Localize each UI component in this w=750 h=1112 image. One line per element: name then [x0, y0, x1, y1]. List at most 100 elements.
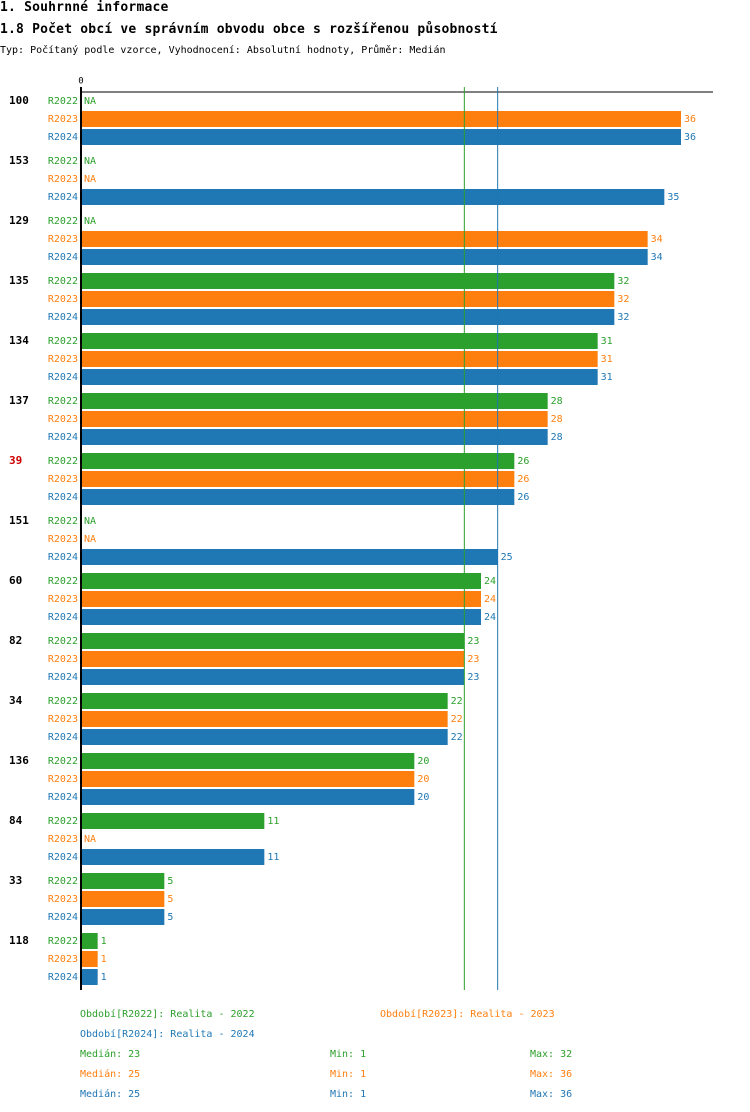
stat-r2023-median: Medián: 25: [80, 1069, 141, 1080]
category-label: 129: [9, 214, 29, 227]
chart-title: 1.8 Počet obcí ve správním obvodu obce s…: [0, 22, 498, 37]
bar-value-label: 1: [101, 936, 107, 947]
series-label: R2022: [48, 96, 78, 107]
legend-r2023: Období[R2023]: Realita - 2023: [380, 1009, 555, 1020]
category-label: 118: [9, 934, 29, 947]
category-label: 34: [9, 694, 23, 707]
category-label: 60: [9, 574, 22, 587]
series-label: R2022: [48, 936, 78, 947]
bar-chart: 0 100 R2022 NA R2023 36 R2024 36 153 R2022 NA R2023…: [9, 77, 713, 990]
series-label: R2023: [48, 354, 78, 365]
bar-value-label: 28: [551, 414, 563, 425]
category-label: 135: [9, 274, 29, 287]
bar: [81, 669, 465, 685]
bar: [81, 369, 598, 385]
series-label: R2023: [48, 954, 78, 965]
bar: [81, 771, 415, 787]
bar-value-label: 26: [517, 474, 529, 485]
bar-value-label: 5: [167, 894, 173, 905]
category-label: 151: [9, 514, 29, 527]
bar-value-label: 25: [501, 552, 513, 563]
bar: [81, 609, 481, 625]
stat-r2023-min: Min: 1: [330, 1069, 367, 1080]
series-label: R2023: [48, 294, 78, 305]
bar-value-label: 23: [467, 636, 479, 647]
na-label: NA: [84, 834, 96, 845]
bar: [81, 333, 598, 349]
series-label: R2022: [48, 396, 78, 407]
bar: [81, 411, 548, 427]
na-label: NA: [84, 534, 96, 545]
bar-value-label: 20: [417, 756, 429, 767]
bar-value-label: 36: [684, 114, 696, 125]
category-label: 39: [9, 454, 22, 467]
series-label: R2024: [48, 912, 78, 923]
bar: [81, 549, 498, 565]
series-label: R2024: [48, 492, 78, 503]
series-label: R2023: [48, 174, 78, 185]
legend-r2024: Období[R2024]: Realita - 2024: [80, 1029, 255, 1040]
axis-zero-label: 0: [78, 77, 83, 87]
series-label: R2022: [48, 756, 78, 767]
bar: [81, 273, 615, 289]
series-label: R2022: [48, 816, 78, 827]
series-label: R2022: [48, 336, 78, 347]
bar: [81, 849, 265, 865]
section-title: 1. Souhrnné informace: [0, 0, 169, 15]
bar-value-label: 24: [484, 612, 496, 623]
bar: [81, 573, 481, 589]
stat-r2022-max: Max: 32: [530, 1049, 573, 1060]
series-label: R2022: [48, 516, 78, 527]
series-label: R2024: [48, 672, 78, 683]
series-label: R2023: [48, 834, 78, 845]
bar: [81, 711, 448, 727]
bar: [81, 591, 481, 607]
bar-value-label: 1: [101, 954, 107, 965]
bar: [81, 651, 465, 667]
stat-r2022-median: Medián: 23: [80, 1049, 141, 1060]
category-label: 100: [9, 94, 29, 107]
series-label: R2022: [48, 576, 78, 587]
bar: [81, 633, 465, 649]
bar: [81, 129, 681, 145]
series-label: R2023: [48, 774, 78, 785]
bar-value-label: 11: [267, 816, 279, 827]
bar: [81, 969, 98, 985]
bar: [81, 429, 548, 445]
series-label: R2024: [48, 132, 78, 143]
series-label: R2023: [48, 534, 78, 545]
bar: [81, 729, 448, 745]
bar-value-label: 5: [167, 876, 173, 887]
bar-value-label: 28: [551, 396, 563, 407]
bar-value-label: 11: [267, 852, 279, 863]
bar: [81, 189, 665, 205]
bar: [81, 111, 681, 127]
series-label: R2022: [48, 636, 78, 647]
bar-value-label: 22: [451, 696, 463, 707]
na-label: NA: [84, 96, 96, 107]
series-label: R2024: [48, 192, 78, 203]
series-label: R2024: [48, 372, 78, 383]
bar: [81, 873, 165, 889]
stat-r2023-max: Max: 36: [530, 1069, 573, 1080]
bar: [81, 909, 165, 925]
series-label: R2024: [48, 432, 78, 443]
bar-value-label: 5: [167, 912, 173, 923]
bar-value-label: 34: [651, 252, 663, 263]
category-label: 33: [9, 874, 22, 887]
legend-r2022: Období[R2022]: Realita - 2022: [80, 1009, 255, 1020]
series-label: R2022: [48, 216, 78, 227]
bar: [81, 753, 415, 769]
bar-value-label: 20: [417, 774, 429, 785]
series-label: R2023: [48, 894, 78, 905]
bar: [81, 471, 515, 487]
bar-value-label: 26: [517, 456, 529, 467]
series-label: R2024: [48, 732, 78, 743]
bar: [81, 489, 515, 505]
bar-value-label: 26: [517, 492, 529, 503]
category-label: 82: [9, 634, 22, 647]
series-label: R2023: [48, 714, 78, 725]
category-label: 137: [9, 394, 29, 407]
bar-value-label: 23: [467, 654, 479, 665]
bar-value-label: 32: [617, 276, 629, 287]
